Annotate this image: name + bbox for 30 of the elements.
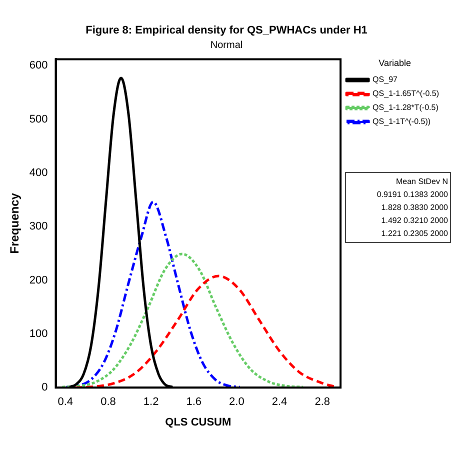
chart-title: Figure 8: Empirical density for QS_PWHACs under H1: [86, 24, 368, 37]
y-tick-label: 500: [29, 113, 48, 126]
x-tick-label: 1.6: [186, 396, 202, 408]
legend-label: QS_1-1.65T^(-0.5): [372, 89, 440, 98]
legend-label: QS_1-1.28*T(-0.5): [372, 103, 439, 112]
y-axis-title: Frequency: [8, 192, 22, 254]
text: 1.828 0.3830 2000: [380, 202, 448, 214]
x-axis-title: QLS CUSUM: [165, 416, 232, 428]
x-tick-label: 0.8: [100, 396, 116, 408]
line-series: [60, 252, 304, 388]
text: 1.492 0.3210 2000: [380, 215, 448, 227]
y-tick-label: 600: [29, 60, 48, 72]
text: Mean StDev N: [394, 176, 448, 188]
text: 0.9191 0.1383 2000: [376, 189, 448, 201]
legend-label: QS_97: [372, 75, 398, 84]
x-tick-label: 2.0: [229, 396, 244, 408]
legend-title: Variable: [378, 58, 411, 68]
y-tick-label: 100: [29, 328, 48, 340]
line-series: [65, 200, 242, 388]
text: 1.221 0.2305 2000: [380, 228, 448, 240]
legend-label: QS_1-1T^(-0.5)): [372, 117, 431, 126]
y-tick-label: 0: [42, 382, 48, 394]
chart-subtitle: Normal: [210, 40, 243, 51]
y-tick-label: 300: [29, 220, 48, 233]
y-tick-label: 200: [29, 274, 48, 286]
y-tick-label: 400: [29, 166, 48, 179]
x-tick-label: 1.2: [143, 396, 159, 408]
x-tick-label: 2.8: [314, 396, 330, 408]
x-tick-label: 2.4: [272, 396, 288, 408]
x-tick-label: 0.4: [58, 396, 74, 408]
